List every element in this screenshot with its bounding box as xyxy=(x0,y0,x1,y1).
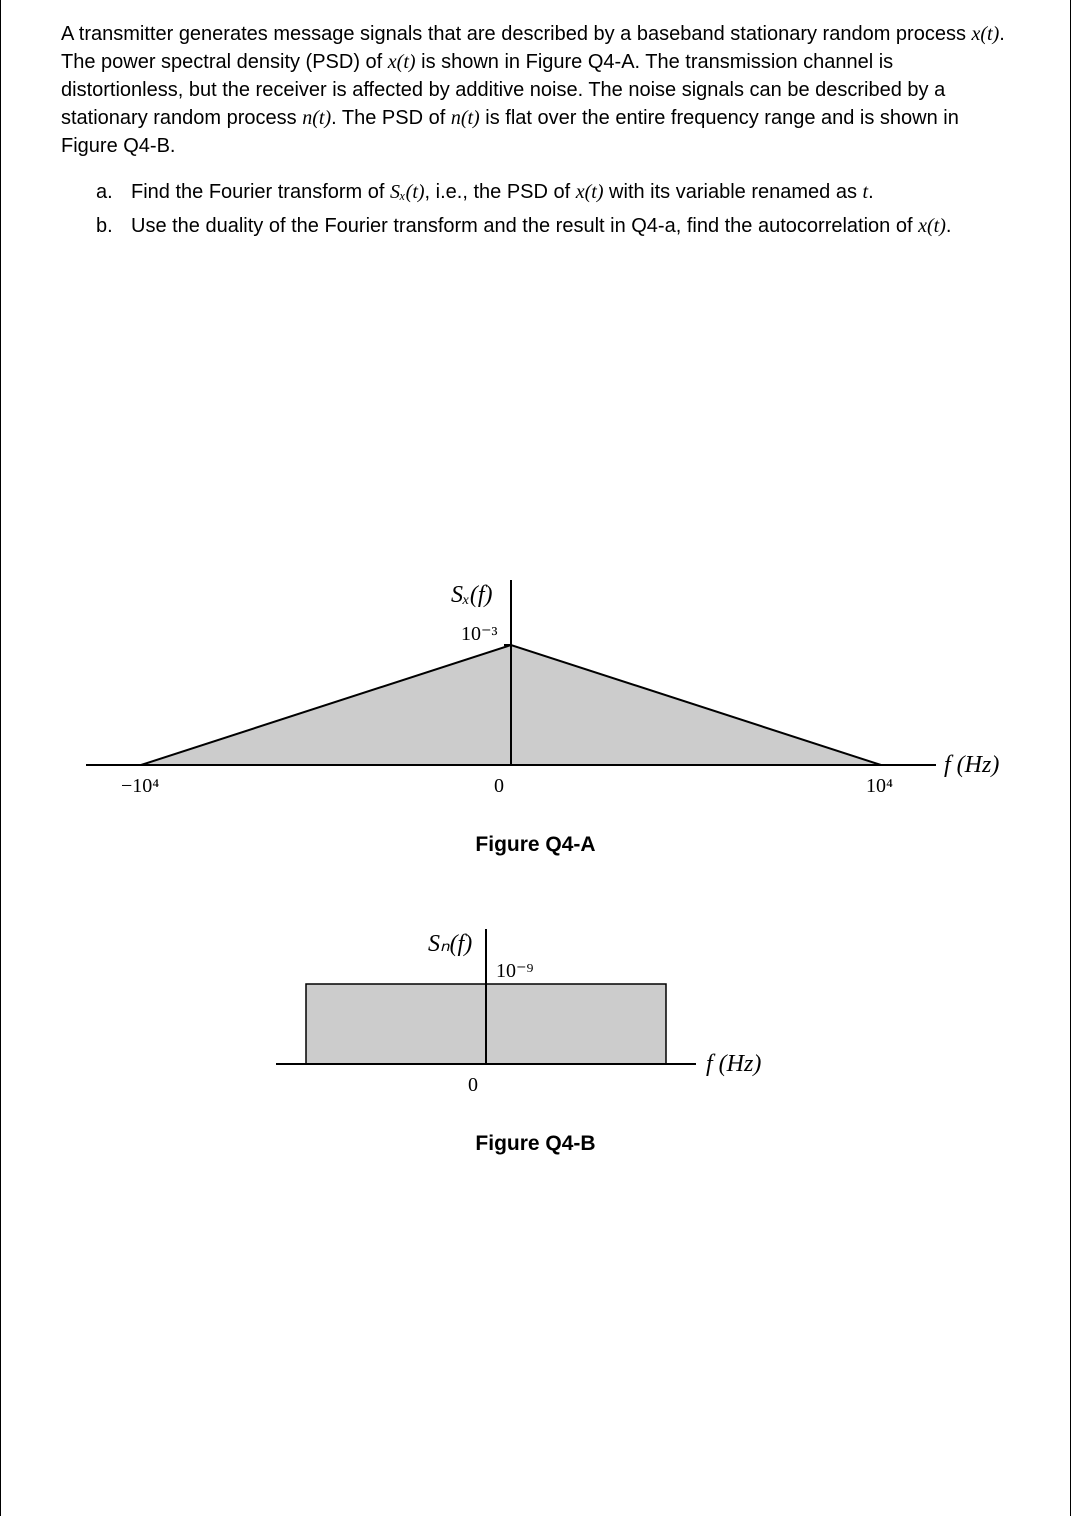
question-b: b. Use the duality of the Fourier transf… xyxy=(96,212,1020,240)
qb-text: . xyxy=(946,215,952,237)
xzero-label-b: 0 xyxy=(468,1074,478,1096)
math-nt-2: n(t) xyxy=(451,107,480,129)
qa-math-sx: Sₓ(t) xyxy=(390,181,425,203)
figure-q4a-container: Sₓ(f) 10⁻³ −10⁴ 0 10⁴ f (Hz) Figure Q4-A xyxy=(31,580,1040,859)
level-label: 10⁻⁹ xyxy=(496,960,534,982)
q-text-a: Find the Fourier transform of Sₓ(t), i.e… xyxy=(131,178,1020,206)
figure-q4b-svg: Sₙ(f) 10⁻⁹ 0 f (Hz) xyxy=(236,929,836,1109)
math-xt-2: x(t) xyxy=(388,51,416,73)
qa-text: , i.e., the PSD of xyxy=(425,181,576,203)
x-axis-label: f (Hz) xyxy=(944,752,999,778)
qb-text: Use the duality of the Fourier transform… xyxy=(131,215,918,237)
q-letter-b: b. xyxy=(96,212,131,240)
questions-list: a. Find the Fourier transform of Sₓ(t), … xyxy=(96,178,1020,240)
peak-label: 10⁻³ xyxy=(461,623,498,645)
intro-paragraph: A transmitter generates message signals … xyxy=(61,20,1020,160)
qa-text: . xyxy=(868,181,874,203)
figures-area: Sₓ(f) 10⁻³ −10⁴ 0 10⁴ f (Hz) Figure Q4-A… xyxy=(31,580,1040,1159)
figure-q4b-container: Sₙ(f) 10⁻⁹ 0 f (Hz) Figure Q4-B xyxy=(31,929,1040,1158)
ylabel-sx: Sₓ(f) xyxy=(451,582,492,608)
intro-text: A transmitter generates message signals … xyxy=(61,23,972,45)
qa-text: with its variable renamed as xyxy=(604,181,863,203)
xneg-label: −10⁴ xyxy=(121,775,159,797)
qa-text: Find the Fourier transform of xyxy=(131,181,390,203)
math-xt-1: x(t) xyxy=(972,23,1000,45)
x-axis-label-b: f (Hz) xyxy=(706,1051,761,1077)
q-text-b: Use the duality of the Fourier transform… xyxy=(131,212,1020,240)
question-a: a. Find the Fourier transform of Sₓ(t), … xyxy=(96,178,1020,206)
xzero-label: 0 xyxy=(494,775,504,797)
figure-q4a-svg: Sₓ(f) 10⁻³ −10⁴ 0 10⁴ f (Hz) xyxy=(56,580,1016,810)
figB-caption: Figure Q4-B xyxy=(475,1129,595,1158)
figA-caption: Figure Q4-A xyxy=(475,830,595,859)
q-letter-a: a. xyxy=(96,178,131,206)
ylabel-sn: Sₙ(f) xyxy=(428,931,472,957)
math-nt-1: n(t) xyxy=(302,107,331,129)
intro-text: . The PSD of xyxy=(331,107,451,129)
page-container: A transmitter generates message signals … xyxy=(0,0,1071,1516)
qb-math-xt: x(t) xyxy=(918,215,946,237)
qa-math-xt: x(t) xyxy=(576,181,604,203)
xpos-label: 10⁴ xyxy=(866,775,893,797)
